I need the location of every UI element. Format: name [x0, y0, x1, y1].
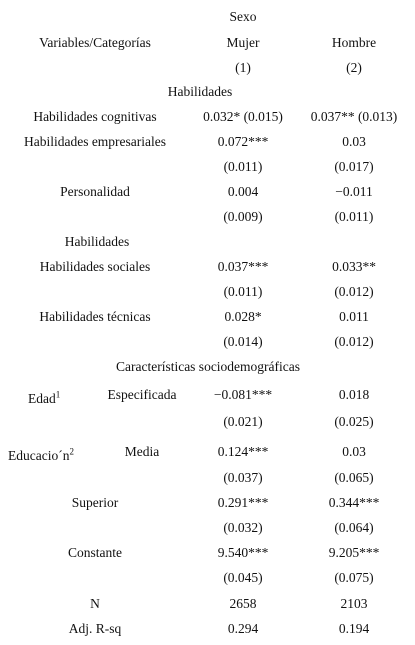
row-group: Educacio´n2 — [8, 446, 74, 464]
std-error: (0.009) — [223, 209, 263, 224]
coefficient: 0.033** — [332, 259, 376, 274]
coefficient: 9.540*** — [217, 545, 269, 560]
coefficient: 0.018 — [338, 387, 370, 402]
coefficient: 0.028* — [224, 309, 262, 324]
std-error: (0.032) — [223, 520, 263, 535]
row-label: Media — [124, 444, 160, 459]
coefficient: 0.124*** — [217, 444, 269, 459]
section-heading: Habilidades — [64, 234, 130, 249]
std-error: (0.065) — [334, 470, 374, 485]
variables-header: Variables/Categorías — [39, 35, 151, 50]
coefficient: −0.011 — [335, 184, 373, 199]
row-label: Especificada — [107, 387, 177, 402]
row-label: Superior — [71, 495, 119, 510]
section-heading: Habilidades — [167, 84, 233, 99]
std-error: (0.075) — [334, 570, 374, 585]
row-group: Edad1 — [28, 389, 60, 407]
std-error: (0.014) — [223, 334, 263, 349]
row-label: Habilidades sociales — [39, 259, 151, 274]
row-label: N — [90, 596, 100, 611]
coefficient: 0.291*** — [217, 495, 269, 510]
row-label: Constante — [68, 545, 122, 560]
std-error: (0.011) — [223, 159, 263, 174]
coefficient: 0.03 — [342, 444, 366, 459]
coefficient: 0.294 — [227, 621, 259, 636]
column-number: (1) — [235, 60, 251, 75]
std-error: (0.021) — [223, 414, 263, 429]
row-label: Adj. R-sq — [68, 621, 122, 636]
std-error: (0.012) — [334, 334, 374, 349]
section-heading: Características sociodemográficas — [115, 359, 301, 374]
std-error: (0.064) — [334, 520, 374, 535]
coefficient: 0.072*** — [217, 134, 269, 149]
group-label: Educacio´n — [8, 447, 70, 463]
std-error: (0.011) — [334, 209, 374, 224]
column-header: Mujer — [226, 35, 260, 50]
row-label: Habilidades técnicas — [39, 309, 151, 324]
coefficient: −0.081*** — [213, 387, 273, 402]
column-header: Hombre — [331, 35, 377, 50]
coefficient: 0.004 — [227, 184, 259, 199]
std-error: (0.025) — [334, 414, 374, 429]
coefficient: 0.344*** — [328, 495, 380, 510]
coefficient: 9.205*** — [328, 545, 380, 560]
coefficient: 0.037** (0.013) — [310, 109, 398, 124]
footnote-mark: 1 — [55, 389, 61, 400]
std-error: (0.017) — [334, 159, 374, 174]
footnote-mark: 2 — [69, 446, 74, 457]
coefficient: 0.032* (0.015) — [203, 109, 283, 124]
group-header: Sexo — [229, 9, 257, 24]
row-label: Personalidad — [60, 184, 130, 199]
coefficient: 0.011 — [339, 309, 369, 324]
coefficient: 0.037*** — [217, 259, 269, 274]
coefficient: 0.194 — [338, 621, 370, 636]
std-error: (0.037) — [223, 470, 263, 485]
std-error: (0.011) — [223, 284, 263, 299]
column-number: (2) — [346, 60, 362, 75]
coefficient: 2658 — [229, 596, 257, 611]
std-error: (0.045) — [223, 570, 263, 585]
std-error: (0.012) — [334, 284, 374, 299]
row-label: Habilidades empresariales — [23, 134, 167, 149]
coefficient: 2103 — [340, 596, 368, 611]
group-label: Edad — [28, 390, 56, 406]
coefficient: 0.03 — [342, 134, 366, 149]
row-label: Habilidades cognitivas — [33, 109, 157, 124]
